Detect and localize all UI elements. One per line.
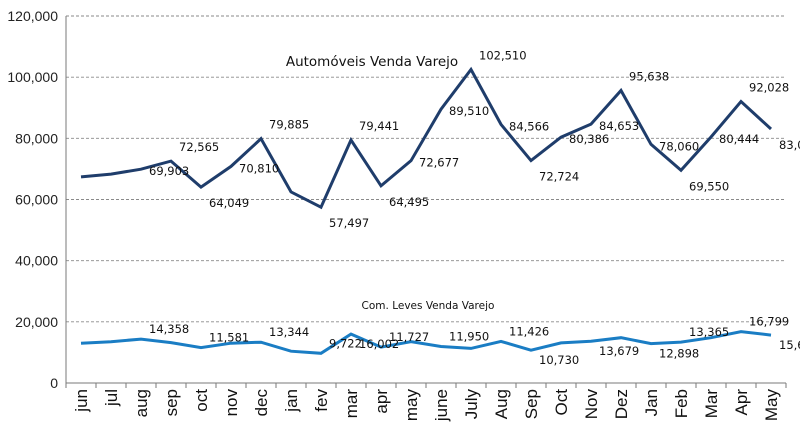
data-label: 95,638 bbox=[629, 70, 669, 84]
data-label: 72,677 bbox=[419, 156, 459, 170]
x-tick-label: Dez bbox=[612, 389, 631, 419]
y-tick-label: 60,000 bbox=[15, 192, 58, 208]
x-tick-label: dec bbox=[252, 389, 271, 417]
data-label: 9,722 bbox=[329, 336, 362, 350]
x-tick-label: aug bbox=[132, 389, 151, 417]
series-line-automoveis bbox=[80, 66, 773, 210]
data-label: 70,810 bbox=[239, 161, 279, 175]
data-label: 12,898 bbox=[659, 347, 699, 361]
data-label: 79,885 bbox=[269, 118, 309, 132]
data-label: 72,565 bbox=[179, 140, 219, 154]
x-tick-labels: jun jul aug sep oct nov dec jan fev mar apr may june… bbox=[72, 389, 781, 423]
x-tick-label: Nov bbox=[582, 389, 601, 420]
data-label: 64,049 bbox=[209, 196, 249, 210]
y-tick-labels: 0 20,000 40,000 60,000 80,000 100,000 120,000 bbox=[7, 8, 58, 391]
gridlines bbox=[66, 15, 786, 323]
data-label: 84,566 bbox=[509, 119, 549, 133]
x-tick-label: Apr bbox=[732, 389, 751, 416]
x-tick-label: jan bbox=[282, 389, 301, 413]
data-label: 79,441 bbox=[359, 119, 399, 133]
data-label: 11,426 bbox=[509, 324, 549, 338]
x-tick-label: apr bbox=[372, 389, 391, 414]
series-name-com-leves: Com. Leves Venda Varejo bbox=[362, 300, 495, 312]
y-tick-label: 40,000 bbox=[15, 253, 58, 269]
data-label: 13,679 bbox=[599, 344, 639, 358]
data-label: 13,344 bbox=[269, 325, 309, 339]
series-lines bbox=[80, 66, 773, 355]
data-label: 57,497 bbox=[329, 216, 369, 230]
data-label: 84,653 bbox=[599, 119, 639, 133]
data-label: 15,663 bbox=[779, 338, 800, 352]
data-label: 69,550 bbox=[689, 179, 729, 193]
x-tick-label: Aug bbox=[492, 389, 511, 419]
x-tick-label: Oct bbox=[552, 389, 571, 416]
data-label: 14,358 bbox=[149, 322, 189, 336]
data-label: 80,386 bbox=[569, 132, 609, 146]
data-label: 64,495 bbox=[389, 195, 429, 209]
y-tick-label: 120,000 bbox=[7, 8, 58, 24]
x-tick-label: July bbox=[462, 389, 481, 420]
x-tick-label: Feb bbox=[672, 389, 691, 418]
y-tick-label: 80,000 bbox=[15, 130, 58, 146]
data-label: 69,903 bbox=[149, 164, 189, 178]
x-tick-label: sep bbox=[162, 389, 181, 416]
data-label: 11,727 bbox=[389, 330, 429, 344]
data-label: 80,444 bbox=[719, 132, 759, 146]
x-tick-label: Jan bbox=[642, 389, 661, 416]
x-tick-label: Sep bbox=[522, 389, 541, 419]
y-tick-label: 0 bbox=[50, 375, 58, 391]
data-label: 13,365 bbox=[689, 325, 729, 339]
data-label: 11,950 bbox=[449, 329, 489, 343]
data-label: 11,581 bbox=[209, 331, 249, 345]
data-labels: 69,903 72,565 64,049 70,810 79,885 57,497 79,4… bbox=[149, 48, 800, 367]
x-tick-label: june bbox=[432, 389, 451, 422]
data-label: 78,060 bbox=[659, 139, 699, 153]
data-label: 16,799 bbox=[749, 315, 789, 329]
data-label: 102,510 bbox=[479, 48, 527, 62]
x-tick-label: Mar bbox=[702, 389, 721, 419]
y-tick-label: 100,000 bbox=[7, 69, 58, 85]
x-tick-label: may bbox=[402, 389, 421, 422]
x-tick-label: fev bbox=[312, 389, 331, 412]
x-tick-label: mar bbox=[342, 389, 361, 419]
series-name-automoveis: Automóveis Venda Varejo bbox=[286, 54, 458, 70]
series-line-com-leves bbox=[80, 330, 772, 355]
y-tick-label: 20,000 bbox=[15, 314, 58, 330]
data-label: 92,028 bbox=[749, 81, 789, 95]
x-tick-label: nov bbox=[222, 389, 241, 417]
x-tick-label: May bbox=[762, 389, 781, 422]
data-label: 89,510 bbox=[449, 104, 489, 118]
data-label: 83,060 bbox=[779, 138, 800, 152]
data-label: 16,002 bbox=[359, 337, 399, 351]
axes bbox=[65, 16, 787, 388]
x-tick-label: jul bbox=[102, 389, 121, 407]
data-label: 10,730 bbox=[539, 353, 579, 367]
data-label: 72,724 bbox=[539, 170, 579, 184]
x-tick-label: jun bbox=[72, 389, 91, 413]
x-tick-label: oct bbox=[192, 389, 211, 412]
